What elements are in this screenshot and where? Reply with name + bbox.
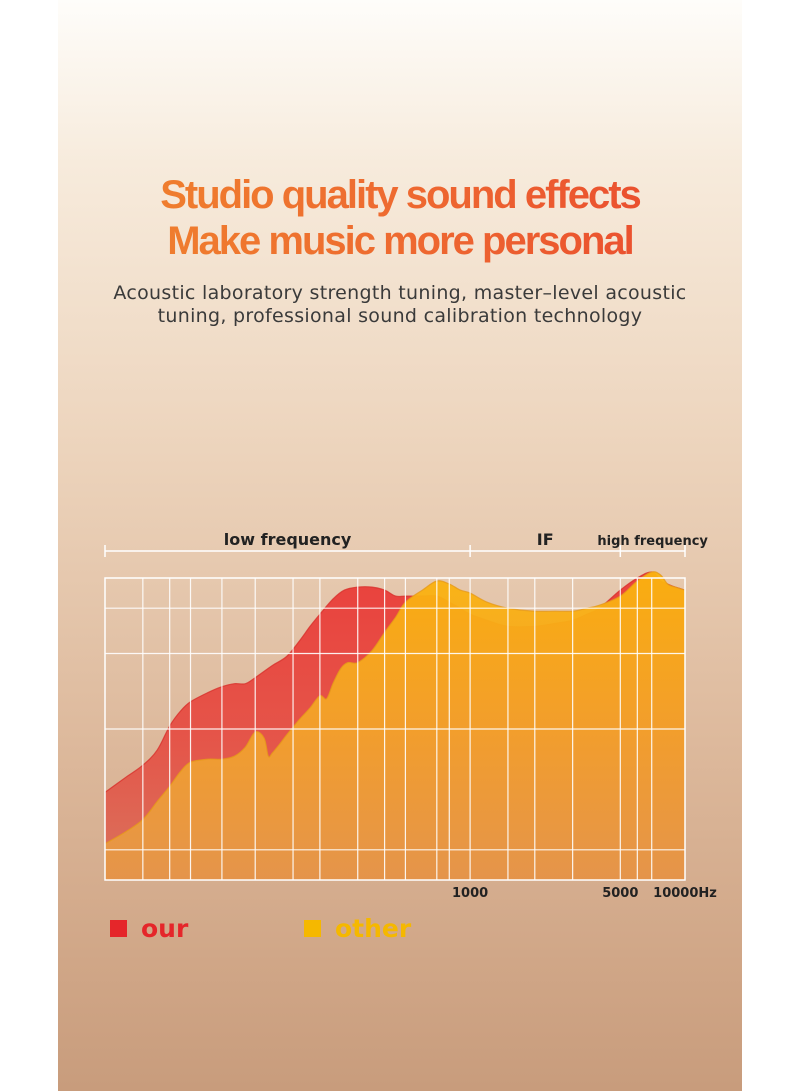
x-tick-label-2: 10000Hz — [653, 886, 717, 901]
legend-our: our — [110, 914, 188, 943]
area-other — [105, 571, 685, 880]
chart-grid — [104, 577, 686, 881]
legend-our-label: our — [141, 914, 189, 943]
headline-line-2: Make music more personal — [0, 218, 800, 264]
legend-other-label: other — [335, 914, 412, 943]
frequency-bands: low frequency IF high frequency — [104, 530, 708, 557]
legend-other: other — [304, 914, 411, 943]
x-tick-label-1: 5000 — [602, 886, 638, 901]
legend-our-swatch — [110, 920, 127, 937]
response-areas — [104, 571, 686, 880]
subtitle-line-2: tuning, professional sound calibration t… — [157, 305, 643, 327]
headline-line-1: Studio quality sound effects — [0, 172, 800, 218]
legend-other-swatch — [304, 920, 321, 937]
band-label-0: low frequency — [224, 530, 352, 549]
band-label-2: high frequency — [597, 534, 708, 549]
band-label-1: IF — [537, 530, 554, 549]
background-panel — [58, 0, 742, 1091]
x-axis-ticks: 1000 5000 10000Hz — [452, 886, 717, 901]
x-tick-label-0: 1000 — [452, 886, 488, 901]
subtitle-line-1: Acoustic laboratory strength tuning, mas… — [113, 282, 687, 304]
